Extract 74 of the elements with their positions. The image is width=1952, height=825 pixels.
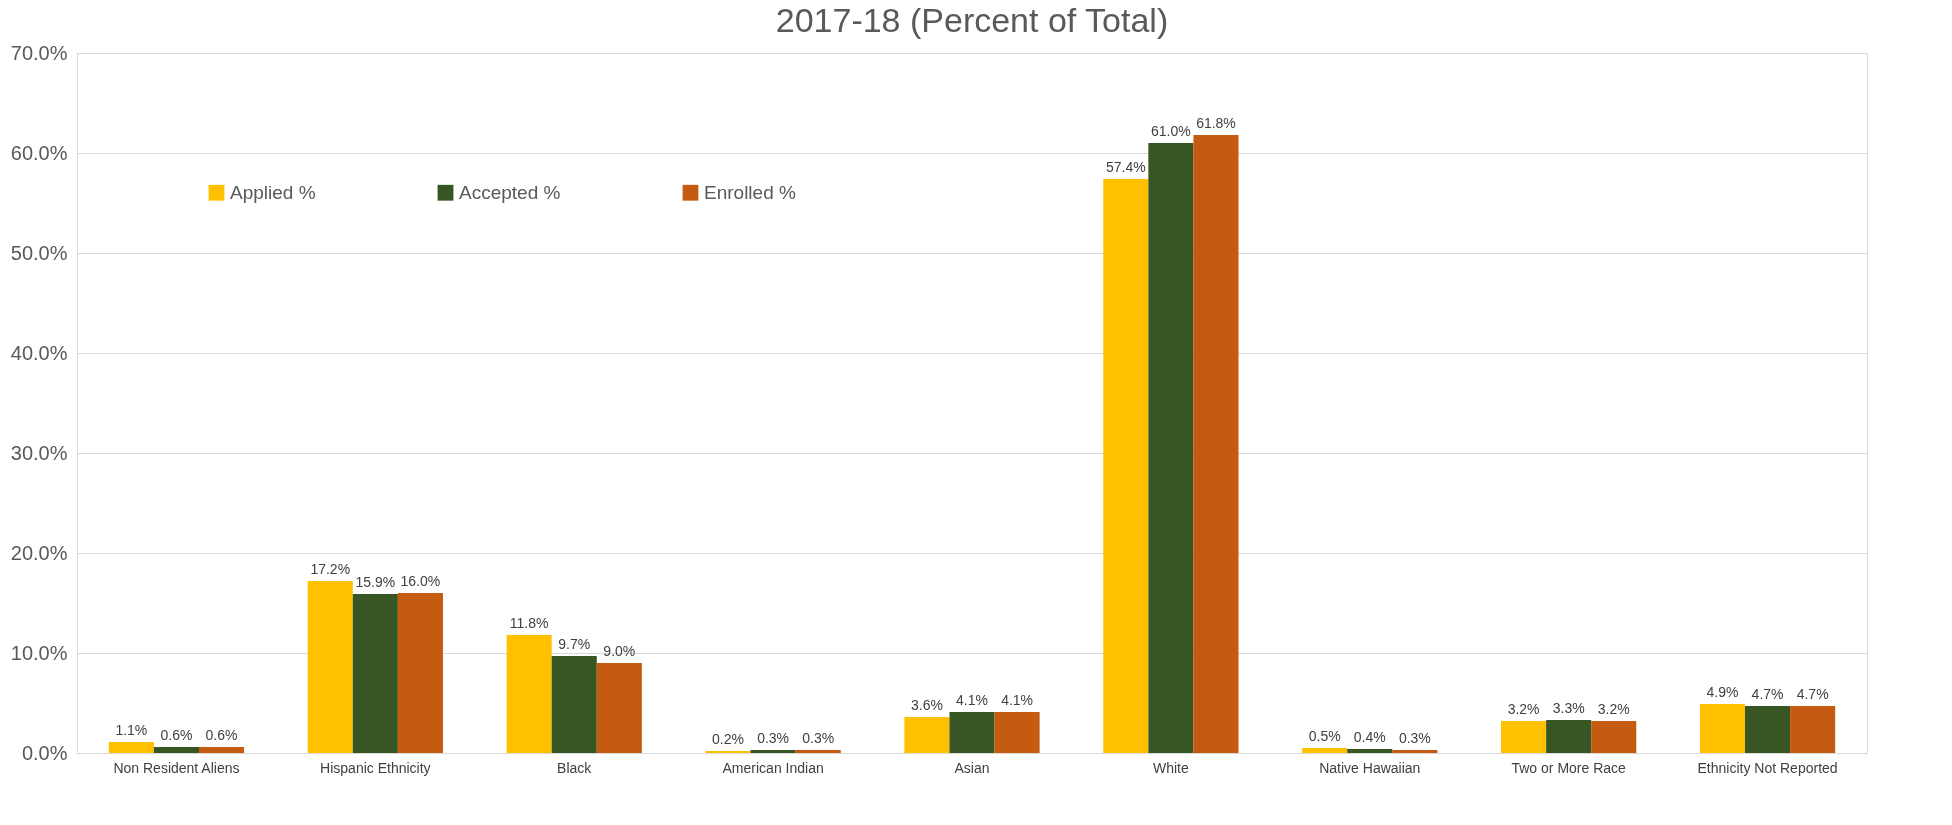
x-tick-label: Asian xyxy=(954,759,990,776)
bar xyxy=(1193,135,1239,753)
x-tick-label: Black xyxy=(557,759,593,776)
bar xyxy=(1501,721,1547,753)
bar xyxy=(1699,704,1746,753)
data-label: 11.8% xyxy=(509,615,549,631)
data-label: 0.4% xyxy=(1353,729,1386,745)
bar xyxy=(1302,748,1348,753)
bar xyxy=(1392,750,1438,753)
data-label: 61.8% xyxy=(1196,115,1236,131)
x-tick-label: Two or More Race xyxy=(1511,759,1627,776)
y-tick-label: 70.0% xyxy=(10,41,68,64)
bar xyxy=(506,635,552,753)
data-label: 61.0% xyxy=(1151,123,1191,139)
bar xyxy=(750,750,796,753)
bar xyxy=(949,712,995,753)
y-tick-label: 40.0% xyxy=(10,341,68,364)
data-label: 3.3% xyxy=(1552,700,1585,716)
data-label: 0.3% xyxy=(757,730,790,746)
data-label: 17.2% xyxy=(310,561,351,577)
bar xyxy=(1745,706,1791,753)
bar xyxy=(108,742,154,753)
legend-label: Applied % xyxy=(230,181,316,203)
y-tick-label: 10.0% xyxy=(10,641,68,664)
bar xyxy=(1148,143,1194,753)
data-label: 16.0% xyxy=(400,573,441,589)
y-tick-label: 50.0% xyxy=(10,241,68,264)
x-tick-label: Hispanic Ethnicity xyxy=(320,759,431,776)
bar xyxy=(397,593,443,753)
data-label: 4.9% xyxy=(1706,684,1739,700)
bar xyxy=(307,581,353,753)
bar xyxy=(795,750,841,753)
data-label: 9.7% xyxy=(558,636,591,652)
data-label: 0.3% xyxy=(1398,730,1431,746)
data-label: 0.6% xyxy=(160,727,193,743)
y-tick-label: 0.0% xyxy=(21,741,68,764)
x-tick-label: Ethnicity Not Reported xyxy=(1697,759,1838,776)
bar xyxy=(1591,721,1637,753)
chart-title: 2017-18 (Percent of Total) xyxy=(775,1,1169,39)
legend-label: Accepted % xyxy=(459,181,561,203)
y-tick-label: 20.0% xyxy=(10,541,68,564)
bar xyxy=(352,594,398,753)
bar xyxy=(1347,749,1393,753)
data-label: 0.5% xyxy=(1308,728,1341,744)
x-tick-label: American Indian xyxy=(722,759,824,776)
data-label: 0.3% xyxy=(802,730,835,746)
bar xyxy=(551,656,597,753)
data-label: 4.7% xyxy=(1796,686,1829,702)
legend-label: Enrolled % xyxy=(704,181,796,203)
bar xyxy=(153,747,199,753)
data-label: 3.6% xyxy=(910,697,943,713)
x-tick-label: Native Hawaiian xyxy=(1319,759,1421,776)
x-tick-label: Non Resident Aliens xyxy=(113,759,240,776)
data-label: 0.6% xyxy=(205,727,238,743)
bar xyxy=(904,717,950,753)
data-label: 57.4% xyxy=(1105,159,1146,175)
data-label: 4.1% xyxy=(956,692,988,708)
data-label: 3.2% xyxy=(1597,701,1630,717)
data-label: 4.1% xyxy=(1001,692,1034,708)
data-label: 3.2% xyxy=(1507,701,1540,717)
bar xyxy=(596,663,642,753)
bar xyxy=(1103,179,1149,753)
bar xyxy=(198,747,245,753)
y-tick-label: 60.0% xyxy=(10,141,68,164)
bar xyxy=(1790,706,1836,753)
data-label: 1.1% xyxy=(115,722,148,738)
x-tick-label: White xyxy=(1152,759,1189,776)
data-label: 4.7% xyxy=(1751,686,1784,702)
data-label: 15.9% xyxy=(355,574,396,590)
bar xyxy=(994,712,1040,753)
data-label: 0.2% xyxy=(712,731,744,747)
bar xyxy=(1546,720,1592,753)
y-tick-label: 30.0% xyxy=(10,441,68,464)
data-label: 9.0% xyxy=(603,643,636,659)
